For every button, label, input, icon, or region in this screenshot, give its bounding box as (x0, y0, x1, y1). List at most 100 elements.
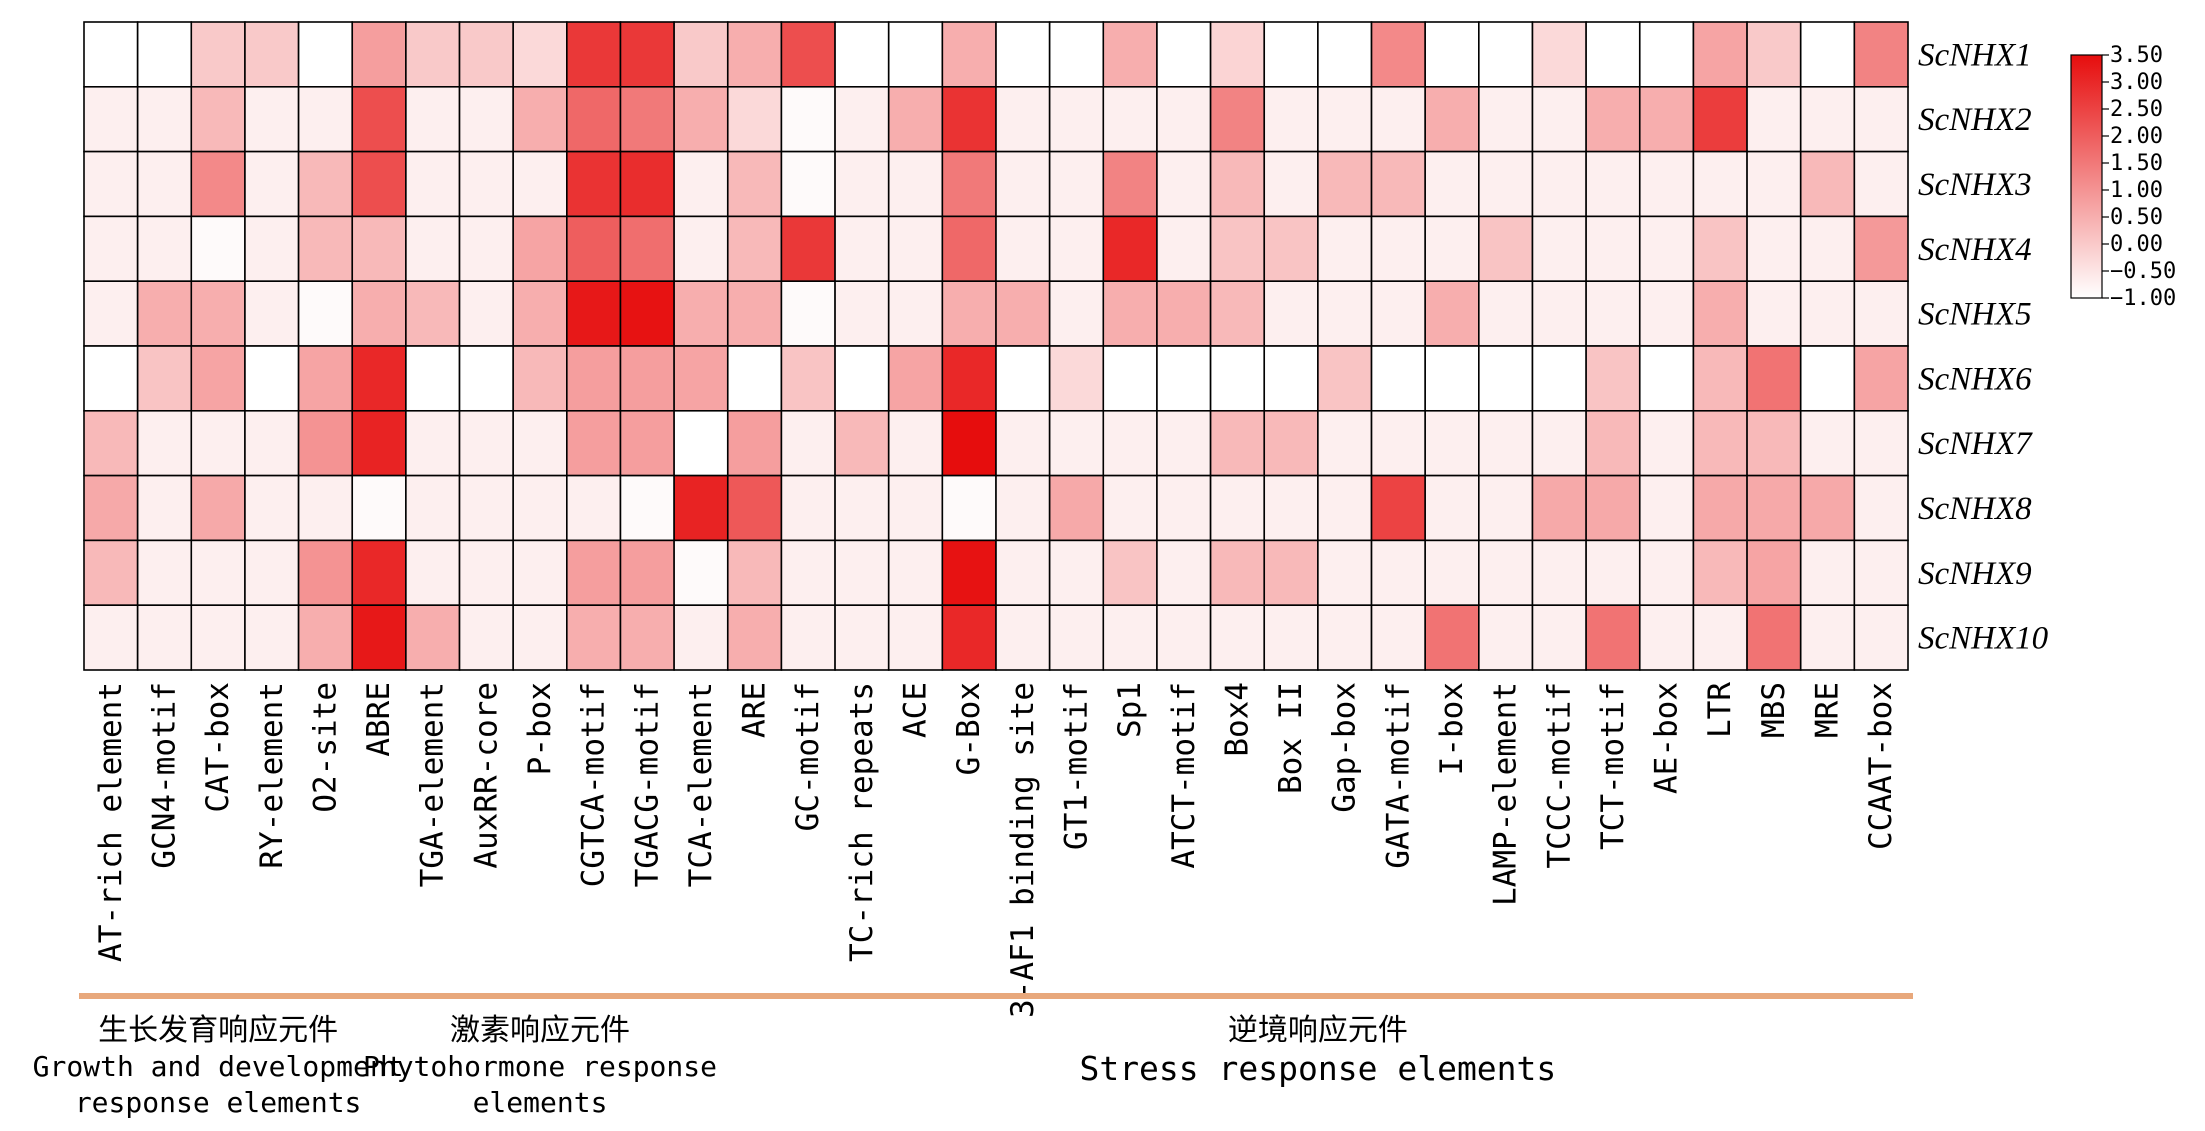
heatmap-cell (244, 215, 300, 282)
column-labels: AT-rich element GCN4-motif CAT-box RY-eleme… (93, 682, 1899, 1018)
heatmap-cell (1263, 21, 1319, 88)
column-label: TCT-motif (1595, 682, 1631, 850)
heatmap-cell (1048, 150, 1105, 218)
column-label: GCN4-motif (146, 682, 182, 869)
heatmap-cell (1478, 280, 1534, 347)
heatmap-cell (1263, 539, 1319, 607)
heatmap-cell (1531, 474, 1587, 542)
heatmap-cell (244, 86, 300, 153)
heatmap-cell (1102, 280, 1158, 347)
heatmap-cell (1156, 150, 1212, 218)
heatmap-cell (1209, 86, 1266, 153)
heatmap-cell (1263, 86, 1319, 153)
heatmap-cell (1478, 215, 1534, 282)
heatmap-cell (244, 539, 300, 607)
heatmap-cell (1317, 539, 1373, 607)
heatmap-cell (1746, 604, 1802, 671)
heatmap-cell (1102, 604, 1158, 671)
heatmap-cell (1370, 86, 1426, 153)
heatmap-cell (405, 150, 461, 218)
heatmap-cell (244, 21, 300, 88)
heatmap-cell (1638, 345, 1695, 412)
heatmap-cell (83, 474, 139, 542)
heatmap-cell (1692, 21, 1748, 88)
heatmap-cell (1638, 280, 1695, 347)
heatmap-cell (1746, 345, 1802, 412)
heatmap-cell (1048, 215, 1105, 282)
heatmap-cell (1424, 280, 1480, 347)
heatmap-cell (941, 409, 997, 477)
heatmap-cell (566, 474, 622, 542)
heatmap-cell (887, 604, 944, 671)
row-label: ScNHX2 (1918, 102, 2032, 138)
heatmap-cell (1746, 474, 1802, 542)
heatmap-cell (673, 409, 729, 477)
heatmap-cell (1209, 150, 1266, 218)
heatmap-cell (726, 280, 783, 347)
heatmap-cell (673, 345, 729, 412)
heatmap-cell (780, 409, 836, 477)
colorbar-tick-label: −1.00 (2110, 286, 2176, 311)
heatmap-cell (351, 215, 407, 282)
group-label-en: elements (473, 1086, 608, 1119)
column-label: ABRE (361, 682, 397, 757)
heatmap-cell (726, 409, 783, 477)
heatmap-cell (1853, 280, 1909, 347)
heatmap-cell (834, 604, 890, 671)
heatmap-cell (726, 604, 783, 671)
heatmap-cell (1317, 150, 1373, 218)
heatmap-cell (834, 86, 890, 153)
heatmap-cell (1102, 345, 1158, 412)
colorbar-tick-label: 1.00 (2110, 178, 2163, 203)
heatmap-cell (1531, 280, 1587, 347)
heatmap-cell (673, 280, 729, 347)
heatmap-cell (1585, 409, 1641, 477)
heatmap-cells (83, 21, 1909, 671)
heatmap-cell (1478, 86, 1534, 153)
heatmap-cell (780, 21, 836, 88)
heatmap-cell (405, 474, 461, 542)
colorbar-tick-label: 0.50 (2110, 205, 2163, 230)
row-label: ScNHX5 (1918, 297, 2032, 333)
heatmap-cell (1370, 604, 1426, 671)
heatmap-cell (1263, 215, 1319, 282)
heatmap-cell (1156, 280, 1212, 347)
heatmap-cell (1478, 409, 1534, 477)
heatmap-cell (1478, 21, 1534, 88)
heatmap-cell (780, 86, 836, 153)
heatmap-cell (1263, 474, 1319, 542)
heatmap-cell (190, 21, 246, 88)
heatmap-cell (458, 604, 514, 671)
heatmap-cell (1209, 409, 1266, 477)
heatmap-cell (244, 604, 300, 671)
heatmap-cell (1424, 539, 1480, 607)
heatmap-cell (1478, 150, 1534, 218)
heatmap-cell (1478, 345, 1534, 412)
heatmap-cell (297, 280, 354, 347)
heatmap-cell (351, 280, 407, 347)
heatmap-cell (1156, 539, 1212, 607)
heatmap-cell (1638, 474, 1695, 542)
column-label: MRE (1810, 682, 1846, 738)
heatmap-cell (512, 86, 568, 153)
heatmap-cell (1370, 150, 1426, 218)
heatmap-cell (512, 539, 568, 607)
column-label: Sp1 (1112, 682, 1148, 738)
heatmap-cell (405, 21, 461, 88)
heatmap-cell (1746, 409, 1802, 477)
heatmap-cell (190, 474, 246, 542)
heatmap-cell (1048, 280, 1105, 347)
column-label: ATCT-motif (1166, 682, 1202, 869)
heatmap-cell (1638, 215, 1695, 282)
heatmap-cell (1102, 86, 1158, 153)
heatmap-cell (244, 150, 300, 218)
heatmap-cell (1370, 409, 1426, 477)
heatmap-cell (458, 345, 514, 412)
heatmap-cell (1370, 474, 1426, 542)
column-label: TC-rich repeats (844, 682, 880, 962)
heatmap-cell (512, 604, 568, 671)
heatmap-cell (1692, 86, 1748, 153)
heatmap-cell (1317, 21, 1373, 88)
heatmap-cell (1209, 539, 1266, 607)
heatmap-cell (190, 280, 246, 347)
